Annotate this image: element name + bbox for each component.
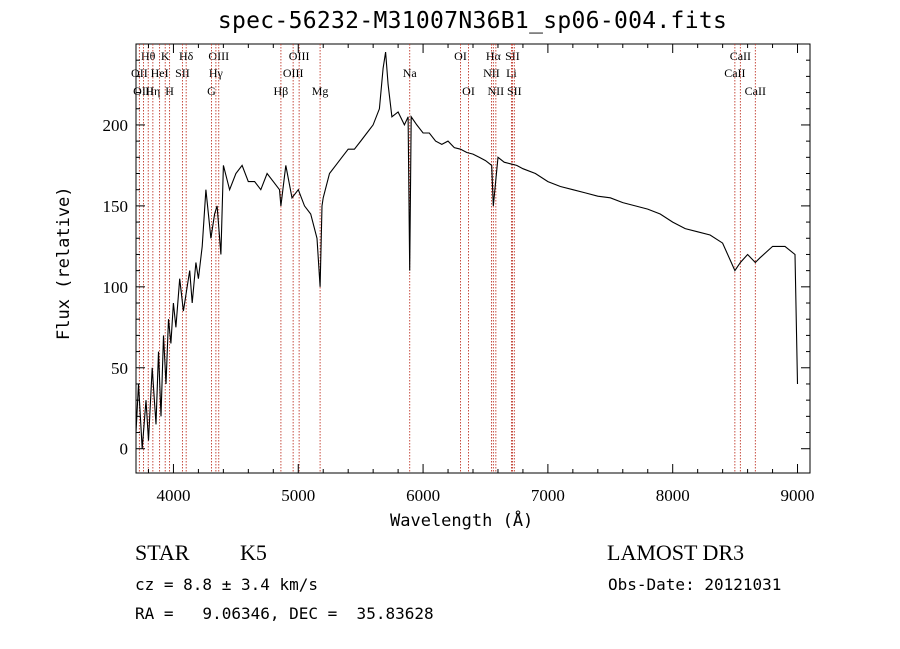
line-label: OIII [133,84,154,98]
line-label: G [207,84,216,98]
chart-title: spec-56232-M31007N36B1_sp06-004.fits [217,8,728,34]
observation-date: Obs-Date: 20121031 [608,575,782,594]
x-axis-label: Wavelength (Å) [390,511,534,531]
line-label: SII [507,84,522,98]
redshift-readout: cz = 8.8 ± 3.4 km/s [135,575,319,594]
x-tick-label: 8000 [656,486,690,505]
line-label: Li [506,66,517,80]
line-label: SII [175,66,190,80]
line-label: Hα [486,49,502,63]
line-label: Hη [145,84,160,98]
x-tick-label: 6000 [406,486,440,505]
line-label: Hβ [274,84,289,98]
survey-name: LAMOST DR3 [607,540,745,565]
line-label: Hδ [179,49,194,63]
line-label: K [161,49,170,63]
y-tick-label: 150 [103,197,129,216]
object-subclass: K5 [240,540,267,565]
y-tick-label: 200 [103,116,129,135]
y-tick-label: 100 [103,278,129,297]
line-label: NII [483,66,500,80]
line-label: OIII [283,66,304,80]
line-label: HeI [151,66,169,80]
y-axis-label: Flux (relative) [54,186,74,340]
object-class: STAR [135,540,190,565]
line-label: NII [488,84,505,98]
line-label: OIII [289,49,310,63]
y-tick-label: 50 [111,359,128,378]
x-tick-label: 7000 [531,486,565,505]
line-label: SII [505,49,520,63]
x-tick-label: 5000 [281,486,315,505]
line-label: Hγ [209,66,224,80]
x-tick-label: 4000 [156,486,190,505]
line-label: OII [131,66,148,80]
ra-dec-readout: RA = 9.06346, DEC = 35.83628 [135,604,434,623]
line-label: OI [454,49,467,63]
y-tick-label: 0 [120,440,129,459]
axis-ticks: 4000 5000 6000 7000 8000 9000 0 50 100 150 200 [103,44,815,505]
line-label: CaII [730,49,751,63]
line-label: OIII [208,49,229,63]
flux-series-line [135,52,799,449]
line-label: Mg [312,84,329,98]
line-label: Na [403,66,418,80]
plot-frame [135,43,811,474]
x-tick-label: 9000 [781,486,815,505]
line-label: OI [462,84,475,98]
line-label: H [165,84,174,98]
line-label: Hθ [141,49,156,63]
line-label: CaII [745,84,766,98]
line-label: CaII [724,66,745,80]
